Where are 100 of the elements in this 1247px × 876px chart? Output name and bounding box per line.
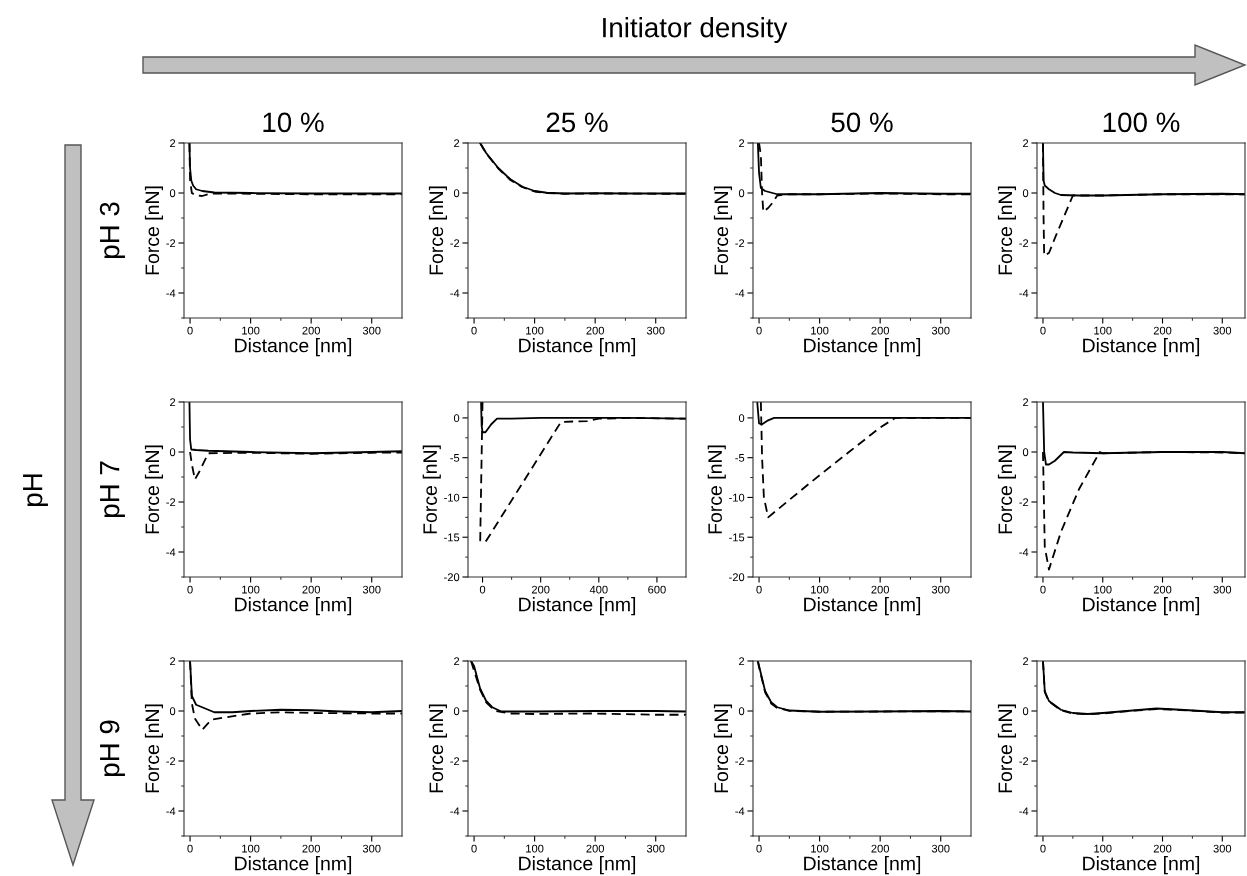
text: Initiator density (603, 17, 788, 43)
x-tick-label: 100 (242, 844, 260, 853)
x-tick-label: 0 (756, 585, 762, 594)
x-tick-label: 0 (1040, 326, 1046, 335)
y-tick-label: -4 (1019, 548, 1029, 557)
y-tick-label: -4 (450, 289, 460, 298)
text: pH 7 (100, 461, 125, 518)
y-tick-label: -4 (166, 548, 176, 557)
x-tick-label: 0 (479, 585, 486, 594)
y-axis-title: Force [nN] (144, 186, 164, 275)
x-tick-label: 200 (1153, 585, 1172, 594)
y-tick-label: 0 (738, 414, 745, 423)
x-tick-label: 0 (756, 844, 762, 853)
y-axis-title: Force [nN] (144, 445, 164, 534)
y-tick-label: -4 (166, 289, 176, 298)
y-tick-label: 2 (454, 139, 460, 148)
y-tick-label: 2 (454, 657, 460, 666)
x-tick-label: 200 (1153, 844, 1172, 853)
x-tick-label: 0 (187, 326, 193, 335)
x-tick-label: 0 (471, 844, 477, 853)
x-axis-title: Distance [nm] (519, 597, 636, 616)
x-tick-label: 0 (187, 844, 193, 853)
x-tick-label: 300 (1213, 585, 1232, 594)
x-tick-label: 100 (242, 585, 260, 594)
y-axis-title: Force [nN] (713, 186, 733, 275)
y-tick-label: -20 (444, 573, 460, 582)
y-tick-label: 0 (169, 189, 176, 198)
y-tick-label: 0 (738, 189, 745, 198)
x-tick-label: 300 (362, 844, 381, 853)
y-tick-label: -20 (729, 573, 745, 582)
x-tick-label: 100 (526, 326, 544, 335)
y-axis-title: Force [nN] (997, 186, 1017, 275)
x-tick-label: 100 (811, 585, 829, 594)
y-tick-label: 0 (453, 414, 460, 423)
x-tick-label: 300 (362, 585, 381, 594)
y-tick-label: -10 (729, 493, 745, 502)
y-tick-label: -2 (166, 757, 176, 766)
y-tick-label: 2 (170, 139, 176, 148)
y-axis-title: Force [nN] (707, 445, 726, 534)
y-tick-label: 0 (169, 707, 176, 716)
x-tick-label: 0 (1040, 585, 1046, 594)
y-tick-label: -2 (735, 757, 745, 766)
text: pH (23, 474, 48, 506)
x-tick-label: 300 (1213, 844, 1232, 853)
y-tick-label: -2 (450, 239, 460, 248)
x-axis-title: Distance [nm] (235, 856, 352, 875)
x-tick-label: 400 (589, 585, 608, 594)
x-tick-label: 0 (1040, 844, 1046, 853)
y-tick-label: -5 (450, 454, 460, 462)
y-tick-label: -4 (450, 807, 460, 816)
y-tick-label: 0 (1022, 707, 1029, 716)
y-tick-label: -10 (444, 493, 460, 502)
x-tick-label: 200 (302, 326, 320, 335)
x-tick-label: 300 (931, 585, 950, 594)
y-tick-label: -15 (729, 533, 745, 542)
x-axis-title: Distance [nm] (519, 856, 636, 875)
x-axis-title: Distance [nm] (804, 338, 921, 357)
y-tick-label: -2 (166, 239, 176, 248)
x-tick-label: 200 (871, 844, 889, 853)
y-tick-label: 2 (1023, 657, 1029, 666)
y-tick-label: -2 (1019, 757, 1029, 766)
x-tick-label: 100 (1094, 844, 1112, 853)
x-axis-title: Distance [nm] (1083, 597, 1200, 616)
y-axis-title: Force [nN] (713, 704, 733, 793)
chart-title: 25 % (546, 112, 608, 133)
x-tick-label: 200 (531, 585, 550, 594)
y-tick-label: 2 (1023, 398, 1029, 407)
chart-title: 10 % (263, 112, 324, 133)
y-axis-title: Force [nN] (428, 186, 448, 275)
y-axis-title: Force [nN] (997, 704, 1017, 793)
chart-title: 100 % (1103, 112, 1180, 133)
x-tick-label: 300 (646, 844, 665, 853)
y-axis-title: Force [nN] (144, 704, 164, 793)
x-tick-label: 200 (871, 326, 889, 335)
x-tick-label: 0 (471, 326, 477, 335)
y-tick-label: 0 (1022, 448, 1029, 457)
y-tick-label: -4 (166, 807, 176, 816)
y-tick-label: -2 (1019, 498, 1029, 507)
text: pH 9 (99, 720, 125, 777)
y-tick-label: 0 (738, 707, 745, 716)
y-tick-label: -5 (735, 454, 745, 462)
y-tick-label: -4 (735, 289, 745, 298)
y-tick-label: -2 (1019, 239, 1029, 248)
y-tick-label: 0 (453, 707, 460, 716)
x-axis-title: Distance [nm] (1083, 856, 1200, 875)
y-tick-label: -4 (1019, 807, 1029, 816)
x-tick-label: 0 (756, 326, 762, 335)
x-tick-label: 200 (1153, 326, 1172, 335)
x-tick-label: 100 (1094, 585, 1112, 594)
text: pH 3 (99, 202, 125, 259)
y-tick-label: -2 (735, 239, 745, 248)
y-axis-title: Force [nN] (428, 704, 448, 793)
x-axis-title: Distance [nm] (235, 338, 352, 357)
chart-title: 50 % (831, 112, 893, 133)
x-axis-title: Distance [nm] (804, 856, 921, 875)
x-axis-title: Distance [nm] (804, 597, 921, 616)
x-tick-label: 300 (931, 844, 950, 853)
y-tick-label: -2 (450, 757, 460, 766)
x-tick-label: 100 (242, 326, 260, 335)
x-tick-label: 100 (526, 844, 544, 853)
